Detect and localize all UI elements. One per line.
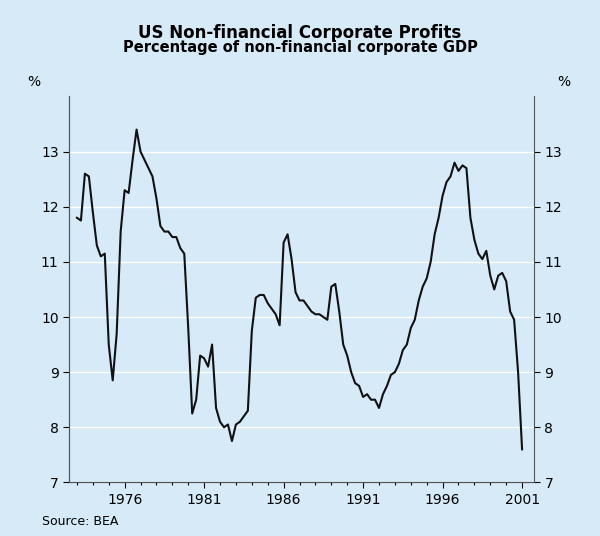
Text: Source: BEA: Source: BEA	[42, 515, 118, 528]
Text: %: %	[557, 75, 571, 89]
Text: US Non-financial Corporate Profits: US Non-financial Corporate Profits	[139, 24, 461, 42]
Text: %: %	[28, 75, 41, 89]
Text: Percentage of non-financial corporate GDP: Percentage of non-financial corporate GD…	[122, 40, 478, 55]
